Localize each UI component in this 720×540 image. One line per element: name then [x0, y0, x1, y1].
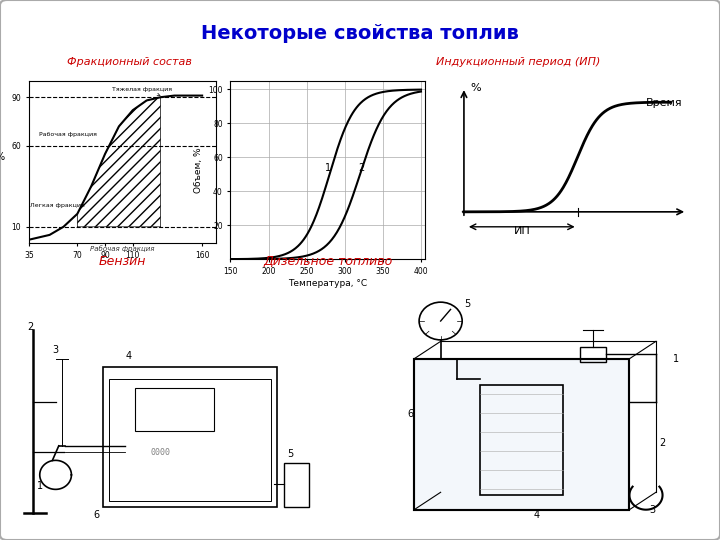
Text: Бензин: Бензин — [99, 254, 146, 268]
Bar — [103, 367, 277, 507]
Text: ИП: ИП — [513, 226, 530, 237]
Text: 1: 1 — [325, 163, 331, 173]
Text: 2: 2 — [660, 438, 665, 448]
Text: 5: 5 — [287, 449, 293, 460]
Text: 0000: 0000 — [150, 448, 171, 456]
Text: Легкая фракция: Легкая фракция — [30, 204, 85, 208]
Text: Фракционный состав: Фракционный состав — [67, 57, 192, 67]
Bar — [414, 359, 629, 510]
Bar — [480, 385, 563, 495]
Text: 6: 6 — [408, 409, 414, 419]
Text: Дизельное топливо: Дизельное топливо — [263, 254, 392, 268]
Text: 3: 3 — [53, 345, 58, 355]
Bar — [109, 379, 271, 501]
Y-axis label: %: % — [0, 152, 5, 162]
Bar — [135, 388, 214, 431]
Text: 5: 5 — [464, 299, 470, 308]
Text: 4: 4 — [534, 510, 539, 521]
X-axis label: Температура, °С: Температура, °С — [288, 279, 367, 288]
Text: 1: 1 — [37, 481, 42, 491]
Text: 4: 4 — [125, 351, 132, 361]
Text: 6: 6 — [94, 510, 100, 521]
Text: Рабочая фракция: Рабочая фракция — [38, 132, 96, 137]
Y-axis label: Объем, %: Объем, % — [194, 147, 203, 193]
Text: Рабочая фракция: Рабочая фракция — [90, 245, 155, 252]
Text: Тяжелая фракция: Тяжелая фракция — [112, 87, 172, 96]
Text: 2: 2 — [27, 322, 33, 332]
Text: Некоторые свойства топлив: Некоторые свойства топлив — [201, 24, 519, 43]
Text: Время: Время — [647, 98, 683, 108]
Text: %: % — [470, 83, 481, 93]
Text: 3: 3 — [649, 504, 655, 515]
Text: Индукционный период (ИП): Индукционный период (ИП) — [436, 57, 600, 67]
Bar — [414, 359, 629, 510]
Text: 2: 2 — [359, 163, 364, 173]
Bar — [580, 347, 606, 362]
Bar — [284, 463, 309, 507]
Text: 1: 1 — [672, 354, 679, 363]
